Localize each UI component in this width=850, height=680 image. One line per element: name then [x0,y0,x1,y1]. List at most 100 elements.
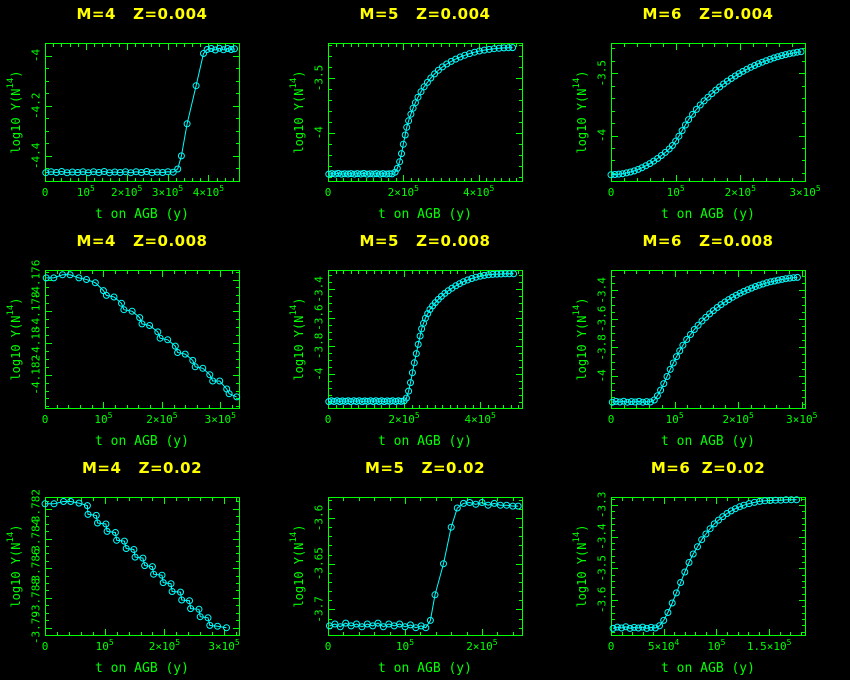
data-markers [42,44,238,177]
svg-text:105: 105 [707,638,725,653]
svg-text:105: 105 [396,638,414,653]
svg-text:2×105: 2×105 [149,638,181,653]
subplot-m-4-z-0-008: M=4 Z=0.008 0 105 2×105 3×105 -4.182 -4.18 -4.1… [0,227,283,453]
svg-text:105: 105 [667,184,685,199]
svg-text:0: 0 [42,640,49,653]
x-axis-label: t on AGB (y) [378,434,472,449]
subplot-m-5-z-0-008: M=5 Z=0.008 0 2×105 4×105 -4 -3.8 -3.6 -3.4 log1… [283,227,566,453]
svg-text:4×105: 4×105 [464,411,496,426]
x-tick-labels: 0 105 2×105 3×105 4×105 [42,184,225,199]
subplot-m-6-z-0-004: M=6 Z=0.004 0 105 2×105 3×105 -4 -3.5 log10 Y(N… [566,0,849,226]
data-markers [42,271,241,401]
y-tick-labels: -4 -3.5 [596,60,609,142]
x-tick-labels: 0 105 2×105 [325,638,498,653]
svg-text:-3.786: -3.786 [30,548,43,588]
x-axis-label: t on AGB (y) [95,207,189,222]
data-curve [329,501,519,629]
data-markers [326,499,522,632]
plot-title: M=6 Z=0.02 [650,459,766,477]
x-axis-label: t on AGB (y) [378,661,472,676]
data-curve [612,499,797,629]
tick-marks [611,271,805,408]
data-markers [41,498,230,632]
x-tick-labels: 0 5×104 105 1.5×105 [608,638,792,653]
svg-text:-3.788: -3.788 [30,578,43,618]
svg-text:0: 0 [608,413,615,426]
x-tick-labels: 0 2×105 4×105 [325,184,495,199]
y-axis-label: log10 Y(N14) [289,297,306,380]
plot-title: M=6 Z=0.008 [642,232,774,250]
svg-text:2×105: 2×105 [146,411,178,426]
tick-marks [328,44,522,181]
svg-text:-3.79: -3.79 [30,611,43,644]
plot-title: M=5 Z=0.008 [359,232,491,250]
plot-canvas: 0 105 2×105 3×105 4×105 -4.4 -4.2 -4 log10 Y(N14… [6,43,240,222]
data-curve [328,273,514,403]
svg-text:0: 0 [42,413,49,426]
x-axis-label: t on AGB (y) [661,434,755,449]
y-tick-labels: -4.4 -4.2 -4 [30,49,43,170]
svg-text:4×105: 4×105 [193,184,225,199]
y-tick-labels: -4-3.8-3.6-3.4 [313,276,326,381]
y-axis-label: log10 Y(N14) [6,524,23,607]
svg-text:3×105: 3×105 [786,411,818,426]
svg-text:-4: -4 [313,126,326,140]
svg-text:-4.4: -4.4 [30,142,43,169]
tick-marks [45,43,239,182]
svg-text:-4: -4 [596,369,609,383]
svg-text:-3.8: -3.8 [313,333,326,360]
data-curve [46,274,237,398]
svg-text:-3.5: -3.5 [313,65,326,92]
plot-title: M=6 Z=0.004 [642,5,774,23]
svg-text:5×104: 5×104 [648,638,680,653]
y-axis-label: log10 Y(N14) [289,524,306,607]
svg-text:2×105: 2×105 [111,184,142,199]
svg-text:-4.182: -4.182 [30,355,43,395]
svg-text:-4.18: -4.18 [30,326,43,359]
tick-marks [328,498,522,635]
axes-frame [611,497,806,636]
svg-text:-4: -4 [30,49,43,63]
svg-text:3×105: 3×105 [205,411,237,426]
x-tick-labels: 0 105 2×105 3×105 [42,411,236,426]
axes-frame [611,270,806,409]
svg-text:-4: -4 [313,367,326,381]
tick-marks [45,498,239,636]
data-markers [325,270,518,406]
svg-text:0: 0 [608,186,615,199]
y-axis-label: log10 Y(N14) [572,70,589,153]
plot-canvas: 0 2×105 4×105 -4 -3.8 -3.6-3.4 log10 Y(N14) t o… [289,270,523,449]
x-axis-label: t on AGB (y) [661,207,755,222]
axes-frame [328,270,523,409]
y-axis-label: log10 Y(N14) [289,70,306,153]
y-axis-label: log10 Y(N14) [572,524,589,607]
plot-canvas: 0 105 2×105 3×105 -4.182-4.18-4.178-4.176 log… [6,260,241,449]
plot-canvas: 0 105 2×105 3×105 -3.79-3.788-3.786-3.784-3.… [6,489,240,676]
svg-text:-4.176: -4.176 [30,260,43,300]
svg-text:-3.8: -3.8 [596,334,609,361]
x-tick-labels: 0 105 2×105 3×105 [608,184,821,199]
data-markers [607,48,805,179]
y-tick-labels: -3.6 -3.5 -3.4 -3.3 [596,492,609,613]
svg-text:3×105: 3×105 [152,184,184,199]
subplot-m-6-z-0-02: M=6 Z=0.02 0 5×104 105 1.5×105 -3.6 -3.5 -3.4 -3… [566,454,849,680]
svg-text:-3.6: -3.6 [313,304,326,331]
x-axis-label: t on AGB (y) [95,661,189,676]
svg-text:-3.3: -3.3 [596,492,609,519]
x-axis-label: t on AGB (y) [378,207,472,222]
data-curve [612,276,798,403]
axes-frame [611,43,806,182]
svg-text:-3.782: -3.782 [30,489,43,529]
x-tick-labels: 0 2×105 4×105 [325,411,496,426]
y-tick-labels: -4.182-4.18-4.178-4.176 [30,260,43,395]
y-axis-label: log10 Y(N14) [6,70,23,153]
y-tick-labels: -4-3.8-3.6-3.4 [596,277,609,383]
x-tick-labels: 0 105 2×105 3×105 [42,638,240,653]
data-curve [610,51,802,176]
svg-text:-3.5: -3.5 [596,555,609,582]
plot-canvas: 0 2×105 4×105 -4 -3.5 log10 Y(N14) t on AGB (y… [289,43,523,222]
axes-frame [45,270,240,409]
x-tick-labels: 0 105 2×105 3×105 [608,411,818,426]
svg-text:0: 0 [325,186,332,199]
data-markers [325,44,517,178]
